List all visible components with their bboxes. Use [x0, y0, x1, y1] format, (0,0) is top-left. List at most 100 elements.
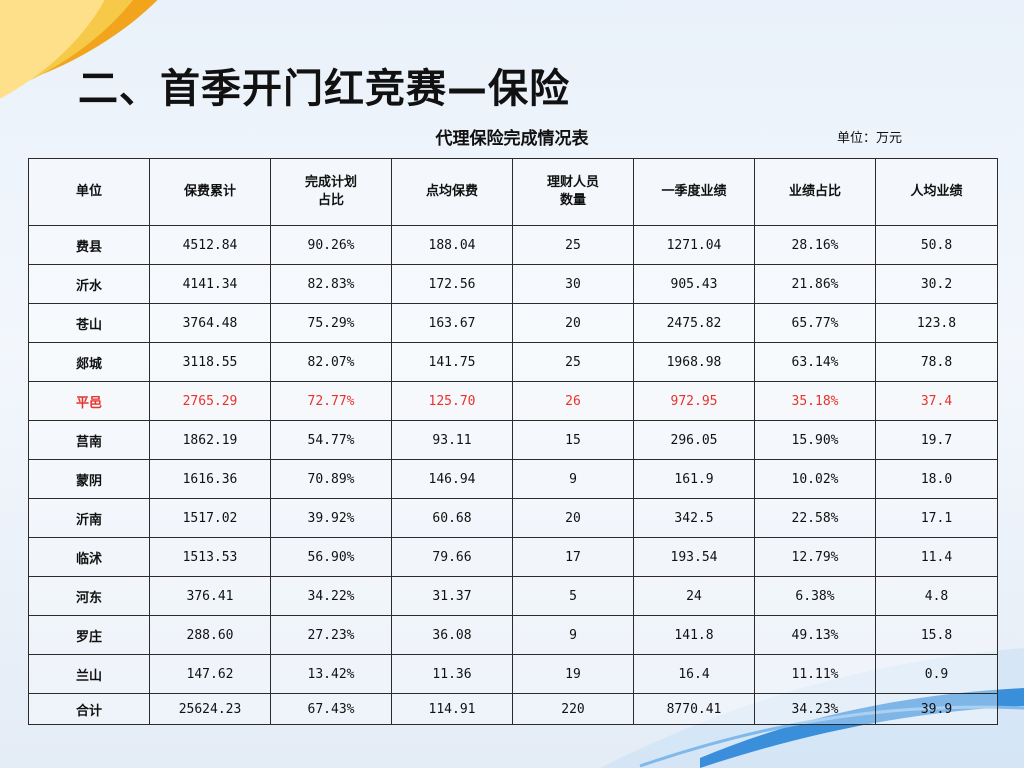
cell-unit-name: 沂水: [28, 264, 150, 304]
cell-plan-ratio: 39.92%: [270, 498, 392, 538]
cell-plan-ratio: 90.26%: [270, 225, 392, 265]
cell-per-capita: 11.4: [875, 537, 998, 577]
table-row: 郯城 3118.55 82.07% 141.75 25 1968.98 63.14% 78.8: [28, 342, 998, 382]
cell-per-capita: 17.1: [875, 498, 998, 538]
cell-staff-count: 19: [512, 654, 634, 694]
header-q1-performance: 一季度业绩: [633, 158, 755, 226]
table-row: 沂南 1517.02 39.92% 60.68 20 342.5 22.58% 17.1: [28, 498, 998, 538]
cell-premium-total: 4141.34: [149, 264, 271, 304]
cell-plan-ratio: 54.77%: [270, 420, 392, 460]
cell-q1-performance: 141.8: [633, 615, 755, 655]
cell-avg-premium: 36.08: [391, 615, 513, 655]
cell-per-capita: 78.8: [875, 342, 998, 382]
cell-plan-ratio: 72.77%: [270, 381, 392, 421]
cell-performance-ratio: 28.16%: [754, 225, 876, 265]
table-total-row: 合计 25624.23 67.43% 114.91 220 8770.41 34.23% 39…: [28, 693, 998, 725]
cell-per-capita: 50.8: [875, 225, 998, 265]
cell-avg-premium: 188.04: [391, 225, 513, 265]
cell-q1-performance: 24: [633, 576, 755, 616]
cell-avg-premium: 125.70: [391, 381, 513, 421]
cell-avg-premium: 31.37: [391, 576, 513, 616]
cell-q1-performance: 342.5: [633, 498, 755, 538]
table-row: 莒南 1862.19 54.77% 93.11 15 296.05 15.90% 19.7: [28, 420, 998, 460]
cell-q1-performance: 8770.41: [633, 693, 755, 725]
cell-avg-premium: 93.11: [391, 420, 513, 460]
cell-staff-count: 9: [512, 615, 634, 655]
cell-q1-performance: 296.05: [633, 420, 755, 460]
cell-plan-ratio: 56.90%: [270, 537, 392, 577]
table-body: 费县 4512.84 90.26% 188.04 25 1271.04 28.16% 50.8…: [28, 225, 998, 725]
cell-plan-ratio: 82.07%: [270, 342, 392, 382]
table-row: 费县 4512.84 90.26% 188.04 25 1271.04 28.16% 50.8: [28, 225, 998, 265]
table-row: 苍山 3764.48 75.29% 163.67 20 2475.82 65.77% 123.…: [28, 303, 998, 343]
cell-unit-name: 蒙阴: [28, 459, 150, 499]
cell-plan-ratio: 82.83%: [270, 264, 392, 304]
table-row: 河东 376.41 34.22% 31.37 5 24 6.38% 4.8: [28, 576, 998, 616]
cell-premium-total: 288.60: [149, 615, 271, 655]
cell-performance-ratio: 49.13%: [754, 615, 876, 655]
cell-performance-ratio: 15.90%: [754, 420, 876, 460]
cell-avg-premium: 146.94: [391, 459, 513, 499]
table-row: 罗庄 288.60 27.23% 36.08 9 141.8 49.13% 15.8: [28, 615, 998, 655]
cell-per-capita: 39.9: [875, 693, 998, 725]
cell-staff-count: 20: [512, 303, 634, 343]
cell-performance-ratio: 35.18%: [754, 381, 876, 421]
cell-premium-total: 1513.53: [149, 537, 271, 577]
cell-premium-total: 25624.23: [149, 693, 271, 725]
cell-per-capita: 30.2: [875, 264, 998, 304]
header-per-capita: 人均业绩: [875, 158, 998, 226]
cell-performance-ratio: 11.11%: [754, 654, 876, 694]
cell-per-capita: 15.8: [875, 615, 998, 655]
cell-per-capita: 18.0: [875, 459, 998, 499]
cell-q1-performance: 193.54: [633, 537, 755, 577]
table-caption: 代理保险完成情况表: [435, 129, 589, 149]
cell-performance-ratio: 22.58%: [754, 498, 876, 538]
cell-premium-total: 1517.02: [149, 498, 271, 538]
table-row: 兰山 147.62 13.42% 11.36 19 16.4 11.11% 0.9: [28, 654, 998, 694]
header-unit: 单位: [28, 158, 150, 226]
cell-q1-performance: 161.9: [633, 459, 755, 499]
cell-premium-total: 2765.29: [149, 381, 271, 421]
cell-performance-ratio: 65.77%: [754, 303, 876, 343]
cell-plan-ratio: 75.29%: [270, 303, 392, 343]
cell-performance-ratio: 21.86%: [754, 264, 876, 304]
cell-staff-count: 220: [512, 693, 634, 725]
table-row: 平邑 2765.29 72.77% 125.70 26 972.95 35.18% 37.4: [28, 381, 998, 421]
cell-avg-premium: 114.91: [391, 693, 513, 725]
insurance-completion-table: 单位 保费累计 完成计划 占比 点均保费 理财人员 数量 一季度业绩 业绩占比 …: [28, 158, 998, 725]
cell-staff-count: 26: [512, 381, 634, 421]
cell-plan-ratio: 34.22%: [270, 576, 392, 616]
header-avg-premium: 点均保费: [391, 158, 513, 226]
cell-premium-total: 147.62: [149, 654, 271, 694]
cell-unit-name: 临沭: [28, 537, 150, 577]
cell-q1-performance: 1271.04: [633, 225, 755, 265]
cell-q1-performance: 1968.98: [633, 342, 755, 382]
cell-plan-ratio: 13.42%: [270, 654, 392, 694]
cell-avg-premium: 163.67: [391, 303, 513, 343]
header-performance-ratio: 业绩占比: [754, 158, 876, 226]
cell-q1-performance: 972.95: [633, 381, 755, 421]
cell-unit-name: 苍山: [28, 303, 150, 343]
cell-performance-ratio: 10.02%: [754, 459, 876, 499]
cell-staff-count: 20: [512, 498, 634, 538]
cell-unit-name: 费县: [28, 225, 150, 265]
cell-unit-name: 兰山: [28, 654, 150, 694]
cell-staff-count: 30: [512, 264, 634, 304]
cell-unit-name: 罗庄: [28, 615, 150, 655]
cell-premium-total: 3118.55: [149, 342, 271, 382]
cell-per-capita: 37.4: [875, 381, 998, 421]
cell-premium-total: 3764.48: [149, 303, 271, 343]
cell-avg-premium: 79.66: [391, 537, 513, 577]
cell-unit-name: 莒南: [28, 420, 150, 460]
cell-staff-count: 17: [512, 537, 634, 577]
cell-q1-performance: 16.4: [633, 654, 755, 694]
cell-premium-total: 1862.19: [149, 420, 271, 460]
cell-avg-premium: 172.56: [391, 264, 513, 304]
cell-premium-total: 4512.84: [149, 225, 271, 265]
cell-staff-count: 9: [512, 459, 634, 499]
cell-premium-total: 376.41: [149, 576, 271, 616]
cell-q1-performance: 2475.82: [633, 303, 755, 343]
cell-staff-count: 25: [512, 225, 634, 265]
cell-unit-name: 郯城: [28, 342, 150, 382]
cell-plan-ratio: 70.89%: [270, 459, 392, 499]
